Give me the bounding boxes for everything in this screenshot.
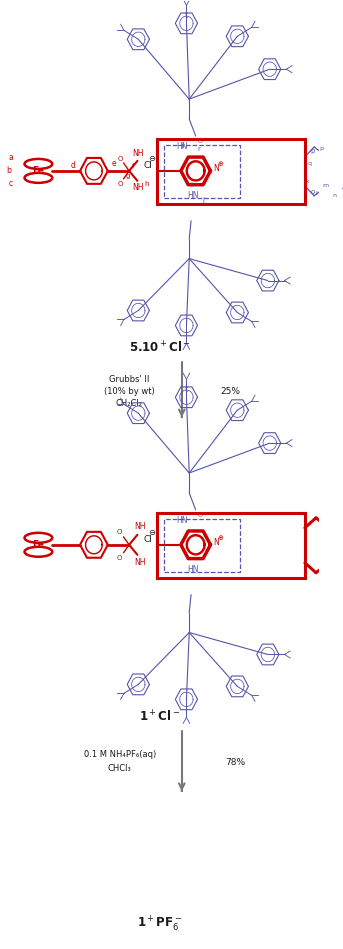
Text: NH: NH [134,522,146,531]
Text: $\mathbf{5.10}^+$Cl$^-$: $\mathbf{5.10}^+$Cl$^-$ [129,341,191,356]
Bar [157,139,305,204]
Bar [157,512,305,578]
Text: Fe: Fe [33,540,44,549]
Text: 25%: 25% [221,387,241,396]
Text: s: s [181,143,185,149]
Text: e: e [112,159,117,168]
Text: r: r [197,146,200,152]
Text: HN: HN [187,192,199,200]
Text: O: O [198,140,203,144]
Text: j: j [202,196,204,203]
Text: q: q [307,161,311,166]
Text: N: N [213,164,219,174]
Text: a: a [8,154,13,162]
Text: ⊖: ⊖ [149,529,156,537]
Text: O: O [198,513,203,518]
Text: HN: HN [176,142,188,152]
Text: o: o [342,186,343,192]
Text: HN: HN [187,566,199,574]
Text: NH: NH [133,183,144,193]
Text: Fe: Fe [33,166,44,176]
Text: k: k [306,179,309,184]
Text: $\mathbf{1}^+$Cl$^-$: $\mathbf{1}^+$Cl$^-$ [139,710,180,725]
Bar [164,145,240,197]
Text: Cl: Cl [143,161,152,171]
Text: m: m [322,183,328,188]
Text: t: t [185,10,188,20]
Text: d: d [71,161,76,171]
Text: i: i [190,182,192,188]
Text: 78%: 78% [225,758,246,767]
Text: p: p [310,148,315,154]
Text: n: n [332,194,336,198]
Text: NH: NH [134,558,146,568]
Text: o: o [310,189,315,195]
Text: CHCl₃: CHCl₃ [108,764,132,773]
Text: Cl: Cl [143,535,152,545]
Text: c: c [9,179,13,188]
Text: h: h [144,181,149,187]
Text: f: f [131,163,134,169]
Text: $\mathbf{1}^+$PF$_6^-$: $\mathbf{1}^+$PF$_6^-$ [137,914,182,933]
Text: (10% by wt): (10% by wt) [104,387,154,396]
Text: O: O [116,529,121,535]
Text: HN: HN [176,516,188,526]
Text: O: O [117,156,122,162]
Text: t: t [185,384,188,394]
Text: O: O [116,555,121,561]
Text: ⊖: ⊖ [149,155,156,163]
Text: g: g [126,173,130,178]
Text: Grubbs' II: Grubbs' II [109,375,149,383]
Text: O: O [117,181,122,187]
Text: 0.1 M NH₄PF₆(aq): 0.1 M NH₄PF₆(aq) [84,750,156,759]
Bar [164,519,240,571]
Text: l: l [315,192,317,196]
Text: NH: NH [133,149,144,158]
Text: CH₂Cl₂: CH₂Cl₂ [116,399,143,408]
Text: b: b [7,166,11,176]
Text: p: p [320,146,323,152]
Text: ⊕: ⊕ [218,535,224,541]
Text: N: N [213,538,219,548]
Text: ⊕: ⊕ [218,161,224,167]
